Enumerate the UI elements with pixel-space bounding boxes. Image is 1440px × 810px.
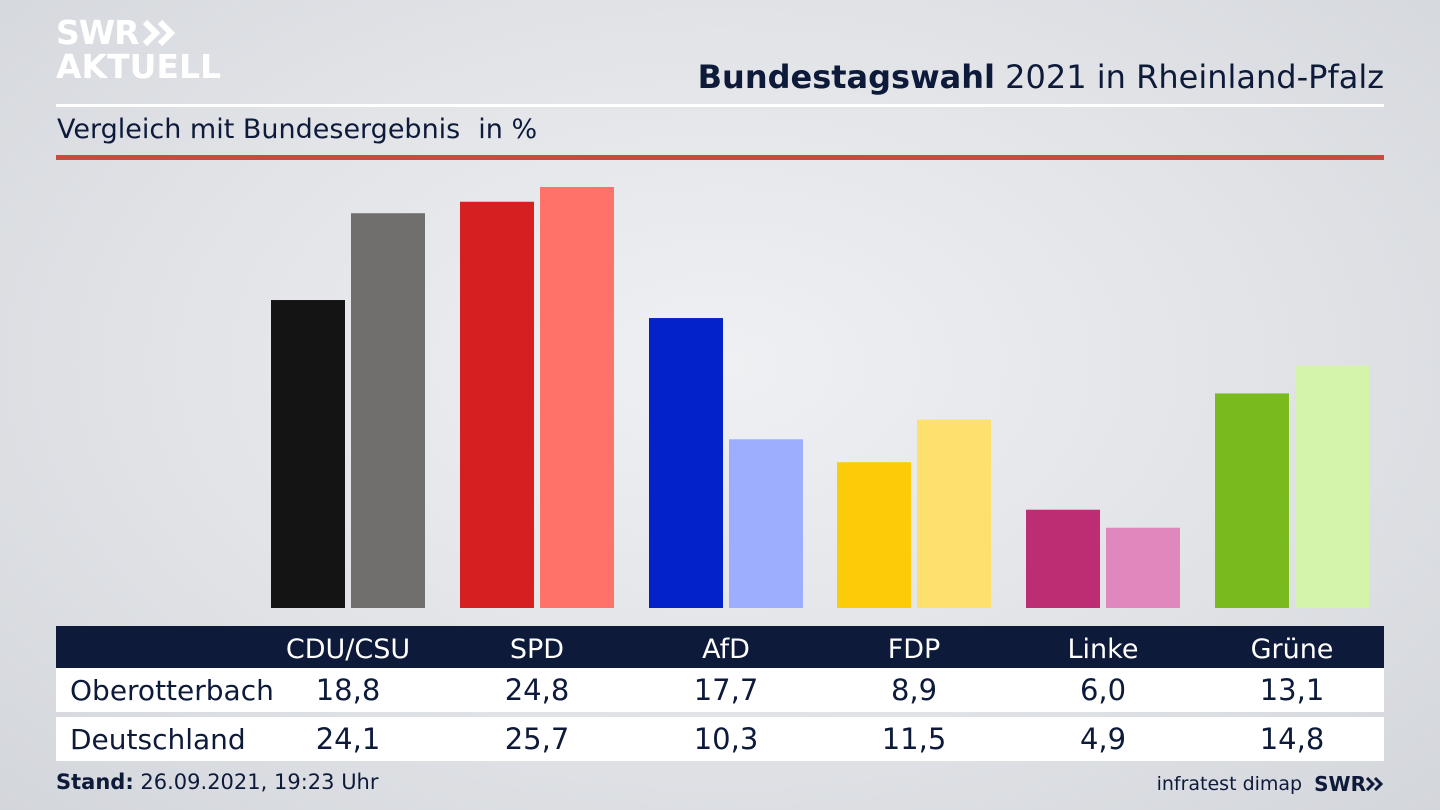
double-chevron-icon: [1366, 776, 1384, 792]
title-rest: 2021 in Rheinland-Pfalz: [1005, 58, 1384, 96]
bar-linke-deutschland: [1106, 527, 1180, 608]
table-cell: 4,9: [1079, 722, 1127, 756]
bar-gr-ne-oberotterbach: [1215, 393, 1289, 608]
bar-afd-oberotterbach: [649, 318, 723, 608]
bar-fdp-deutschland: [917, 419, 991, 608]
table-cell: 14,8: [1259, 722, 1325, 756]
table-header-row: CDU/CSU SPD AfD FDP Linke Grüne: [56, 626, 1384, 668]
bar-spd-deutschland: [540, 187, 614, 608]
table-cell: 10,3: [693, 722, 759, 756]
table-cell: 17,7: [693, 673, 759, 707]
subtitle-divider: [56, 155, 1384, 160]
footer-swr-text: SWR: [1314, 772, 1366, 796]
table-cell: 24,8: [504, 673, 570, 707]
table-row: Oberotterbach 18,8 24,8 17,7 8,9 6,0 13,…: [56, 668, 1384, 712]
chart-title: Bundestagswahl 2021 in Rheinland-Pfalz: [698, 58, 1384, 96]
table-row: Deutschland 24,1 25,7 10,3 11,5 4,9 14,8: [56, 717, 1384, 761]
swr-aktuell-logo: SWR AKTUELL: [56, 16, 221, 84]
logo-text-aktuell: AKTUELL: [56, 47, 222, 86]
double-chevron-icon: [142, 19, 175, 47]
source-label: infratest dimap: [1156, 773, 1303, 795]
column-header: FDP: [887, 633, 941, 665]
row-label: Oberotterbach: [70, 673, 274, 707]
column-header: AfD: [702, 633, 750, 665]
stand-label: Stand:: [56, 770, 134, 794]
table-cell: 11,5: [881, 722, 947, 756]
table-cell: 13,1: [1259, 673, 1325, 707]
row-label: Deutschland: [70, 722, 246, 756]
column-header: Grüne: [1250, 633, 1334, 665]
bar-cdu-csu-deutschland: [351, 213, 425, 608]
footer-credits: infratest dimap SWR: [1157, 772, 1384, 796]
column-header: Linke: [1067, 633, 1139, 665]
table-cell: 6,0: [1079, 673, 1127, 707]
bar-afd-deutschland: [729, 439, 803, 608]
title-bold: Bundestagswahl: [697, 58, 995, 96]
column-header: SPD: [509, 633, 565, 665]
bar-linke-oberotterbach: [1026, 509, 1100, 608]
bar-cdu-csu-oberotterbach: [271, 300, 345, 608]
table-cell: 24,1: [315, 722, 381, 756]
header-divider: [56, 104, 1384, 107]
table-cell: 18,8: [315, 673, 381, 707]
bar-spd-oberotterbach: [460, 201, 534, 608]
bar-fdp-oberotterbach: [837, 462, 911, 608]
footer-swr-logo: SWR: [1314, 772, 1384, 796]
column-header: CDU/CSU: [285, 633, 411, 665]
table-cell: 8,9: [890, 673, 938, 707]
table-cell: 25,7: [504, 722, 570, 756]
timestamp: Stand: 26.09.2021, 19:23 Uhr: [56, 770, 379, 794]
stand-value: 26.09.2021, 19:23 Uhr: [140, 770, 379, 794]
chart-subtitle: Vergleich mit Bundesergebnis in %: [57, 114, 537, 145]
results-table: CDU/CSU SPD AfD FDP Linke Grüne Oberotte…: [56, 626, 1384, 761]
subtitle-text: Vergleich mit Bundesergebnis: [57, 114, 461, 145]
subtitle-unit: in %: [478, 114, 538, 145]
bar-gr-ne-deutschland: [1295, 365, 1369, 608]
logo-text-swr: SWR: [56, 13, 140, 52]
